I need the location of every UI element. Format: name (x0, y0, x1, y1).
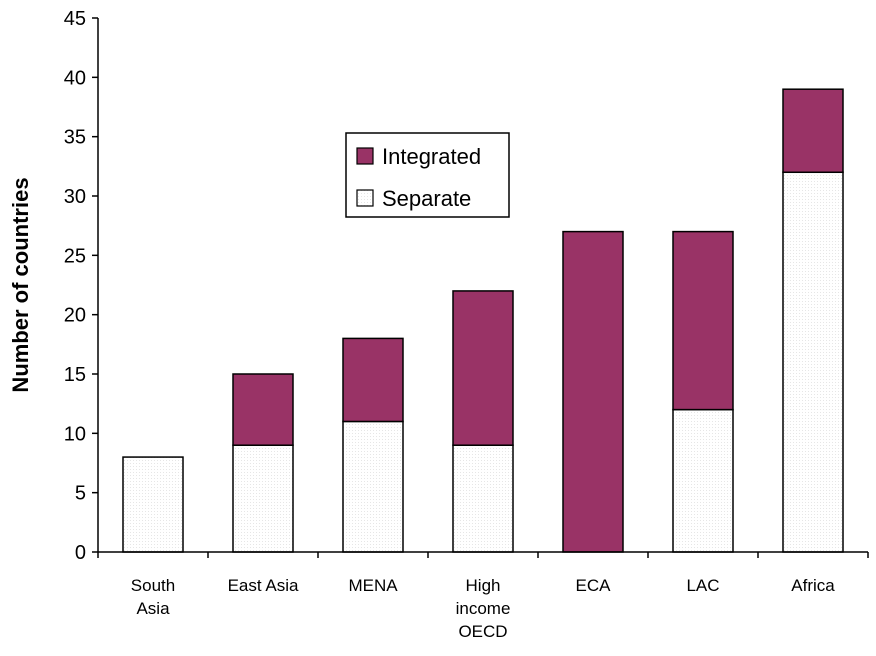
legend-swatch-separate (356, 189, 374, 207)
bar-integrated-eca (562, 230, 624, 553)
bar-integrated-lac (672, 230, 734, 411)
y-tick-label: 35 (64, 127, 86, 149)
x-axis: South Asia East Asia MENA High income OECD ECA L… (97, 551, 869, 641)
x-tick-label: MENA (348, 576, 398, 595)
y-axis: 0 5 10 15 20 25 30 35 40 45 (64, 8, 99, 564)
y-tick-label: 45 (64, 8, 86, 30)
y-tick-label: 20 (64, 305, 86, 327)
bars-group (122, 88, 844, 553)
legend-label-separate: Separate (382, 186, 471, 211)
x-tick-label: LAC (686, 576, 719, 595)
legend-swatch-integrated (356, 147, 374, 165)
x-tick-label: East Asia (228, 576, 299, 595)
legend: Integrated Separate (345, 132, 510, 218)
bar-separate-south-asia (122, 456, 184, 553)
bar-integrated-mena (342, 337, 404, 423)
x-tick-label: ECA (576, 576, 612, 595)
bar-separate-africa (782, 171, 844, 553)
bar-separate-east-asia (232, 444, 294, 553)
y-tick-label: 5 (75, 483, 86, 505)
bar-integrated-east-asia (232, 373, 294, 446)
bar-integrated-high-income-oecd (452, 290, 514, 446)
y-tick-label: 25 (64, 245, 86, 267)
bar-separate-mena (342, 420, 404, 553)
y-tick-label: 15 (64, 364, 86, 386)
bar-integrated-africa (782, 88, 844, 174)
y-axis-label: Number of countries (8, 177, 33, 392)
x-tick-label: Africa (791, 576, 835, 595)
y-tick-label: 0 (75, 542, 86, 564)
x-tick-label: High income OECD (456, 576, 511, 641)
bar-separate-lac (672, 408, 734, 553)
y-tick-label: 40 (64, 67, 86, 89)
y-tick-label: 10 (64, 423, 86, 445)
y-tick-label: 30 (64, 186, 86, 208)
bar-separate-high-income-oecd (452, 444, 514, 553)
legend-label-integrated: Integrated (382, 144, 481, 169)
x-tick-label: South Asia (131, 576, 175, 618)
